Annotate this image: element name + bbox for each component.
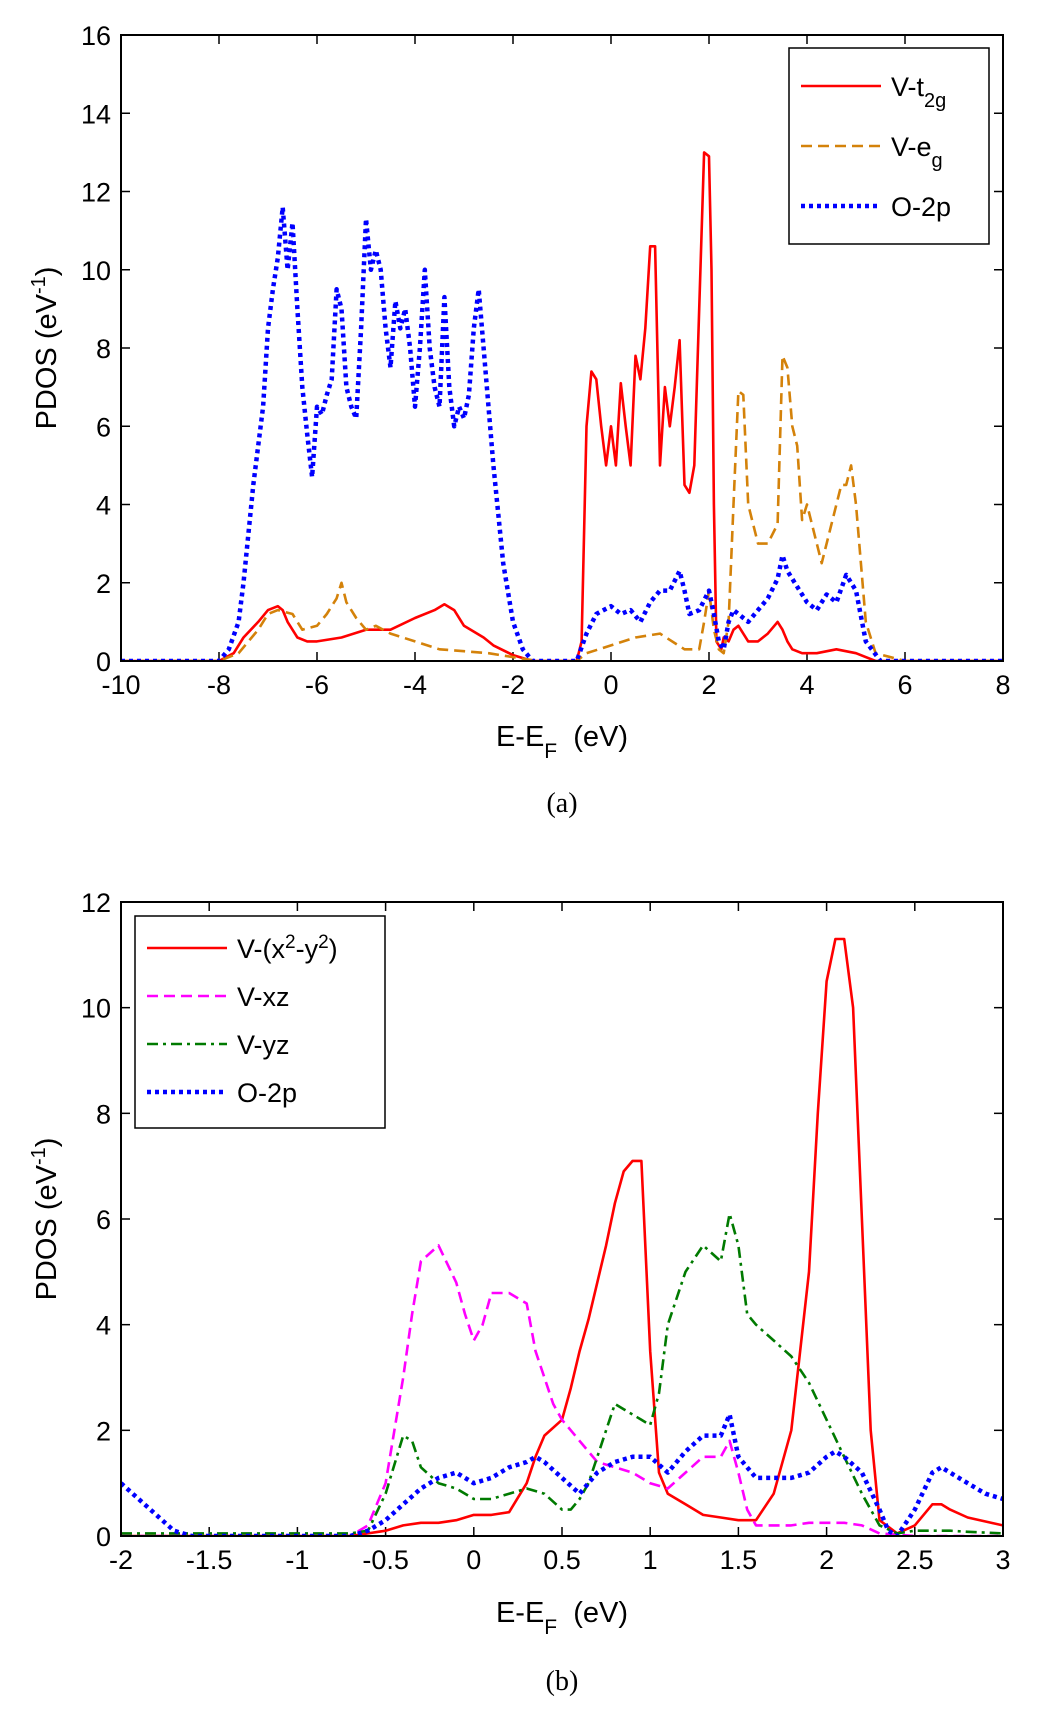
series-line-v-x2-y2- — [121, 937, 1003, 1536]
series-line-v-xz — [121, 1244, 1003, 1536]
panel-b-series-group — [120, 901, 1004, 1537]
legend-label: V-(x2-y2) — [237, 932, 338, 965]
y-tick-label: 6 — [96, 412, 111, 442]
panel-a: -10 -8 -6 -4 -2 0 2 4 6 8 0 2 4 6 8 10 12 14 16 V-t2g V-eg O… — [28, 21, 1011, 819]
x-tick-label: -1 — [285, 1545, 309, 1575]
y-tick-label: 8 — [96, 1099, 111, 1129]
y-tick-label: 10 — [81, 256, 111, 286]
y-tick-label: 2 — [96, 569, 111, 599]
series-line-v-t2g — [121, 151, 1003, 661]
y-tick-label: 0 — [96, 1522, 111, 1552]
x-tick-label: 2.5 — [896, 1545, 934, 1575]
series-line-v-yz — [121, 1212, 1003, 1535]
x-tick-label: 0 — [603, 670, 618, 700]
y-tick-label: 16 — [81, 21, 111, 51]
legend-label: V-t2g — [891, 72, 946, 112]
plot-frame — [120, 901, 1004, 1537]
panel-a-caption: (a) — [546, 788, 577, 819]
panel-a-legend: V-t2g V-eg O-2p — [788, 47, 990, 245]
legend-label: O-2p — [237, 1078, 297, 1108]
x-tick-label: -1.5 — [186, 1545, 233, 1575]
series-line-v-eg — [121, 354, 1003, 661]
x-tick-label: 3 — [995, 1545, 1010, 1575]
legend-box — [134, 915, 386, 1129]
y-tick-label: 12 — [81, 178, 111, 208]
y-tick-label: 4 — [96, 491, 111, 521]
panel-b-ticks: -2 -1.5 -1 -0.5 0 0.5 1 1.5 2 2.5 3 0 2 4 6 8 10 12 — [81, 888, 1011, 1575]
series-line-o-2p — [121, 204, 1003, 661]
panel-a-ticks: -10 -8 -6 -4 -2 0 2 4 6 8 0 2 4 6 8 10 12 14 16 — [81, 21, 1011, 700]
y-tick-label: 8 — [96, 334, 111, 364]
panel-b-caption: (b) — [546, 1666, 579, 1697]
legend-label: V-yz — [237, 1030, 290, 1060]
x-tick-label: -6 — [305, 670, 329, 700]
x-tick-label: 1.5 — [720, 1545, 758, 1575]
x-tick-label: 2 — [819, 1545, 834, 1575]
x-tick-label: 8 — [995, 670, 1010, 700]
x-tick-label: 1 — [643, 1545, 658, 1575]
legend-label: V-eg — [891, 132, 943, 172]
x-tick-label: 4 — [799, 670, 814, 700]
panel-b-y-axis-label: PDOS (eV-1) — [28, 1138, 63, 1301]
x-tick-label: -2 — [109, 1545, 133, 1575]
x-tick-label: 6 — [897, 670, 912, 700]
x-tick-label: -10 — [101, 670, 140, 700]
y-tick-label: 2 — [96, 1416, 111, 1446]
y-tick-label: 0 — [96, 647, 111, 677]
panel-a-x-axis-label: E-EF (eV) — [496, 721, 628, 763]
y-tick-label: 6 — [96, 1205, 111, 1235]
panel-b-x-axis-label: E-EF (eV) — [496, 1597, 628, 1639]
panel-a-y-axis-label: PDOS (eV-1) — [28, 267, 63, 430]
panel-b-legend: V-(x2-y2) V-xz V-yz O-2p — [134, 915, 386, 1129]
x-tick-label: 0 — [466, 1545, 481, 1575]
series-line-o-2p — [121, 1412, 1003, 1536]
plot-frame — [120, 34, 1004, 662]
x-tick-label: -0.5 — [362, 1545, 409, 1575]
x-tick-label: -2 — [501, 670, 525, 700]
y-tick-label: 12 — [81, 888, 111, 918]
legend-label: O-2p — [891, 192, 951, 222]
x-tick-label: -4 — [403, 670, 427, 700]
y-tick-label: 10 — [81, 994, 111, 1024]
x-tick-label: 2 — [701, 670, 716, 700]
panel-a-series-group — [120, 34, 1004, 662]
y-tick-label: 4 — [96, 1311, 111, 1341]
legend-label: V-xz — [237, 982, 290, 1012]
y-tick-label: 14 — [81, 99, 111, 129]
panel-b: -2 -1.5 -1 -0.5 0 0.5 1 1.5 2 2.5 3 0 2 4 6 8 10 12 V-(x2… — [28, 888, 1011, 1697]
x-tick-label: -8 — [207, 670, 231, 700]
x-tick-label: 0.5 — [543, 1545, 581, 1575]
